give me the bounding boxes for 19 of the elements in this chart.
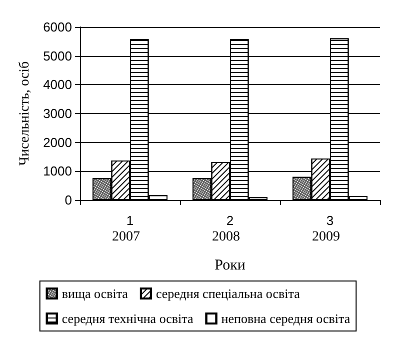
x-tick-label: 1 [126,213,134,228]
legend-label: середня спеціальна освіта [156,286,300,301]
x-tick-label: 2 [226,213,234,228]
legend-label: неповна середня освіта [221,311,350,326]
legend-label: середня технічна освіта [62,311,194,326]
y-tick-label: 5000 [43,48,72,64]
y-tick-label: 3000 [43,106,72,121]
y-axis-title: Чисельність, осіб [18,61,33,166]
text: 2007 [112,230,140,244]
y-tick-label: 4000 [43,77,72,92]
y-tick-label: 0 [64,192,72,208]
y-tick-label: 1000 [43,164,72,179]
legend-label: вища освіта [62,286,128,301]
x-axis-title: Роки [214,258,246,274]
y-tick-label: 6000 [43,20,72,34]
x-tick-label: 3 [326,213,334,228]
y-tick-label: 2000 [43,134,72,150]
text: 2009 [312,230,340,244]
text: 2008 [212,230,240,244]
